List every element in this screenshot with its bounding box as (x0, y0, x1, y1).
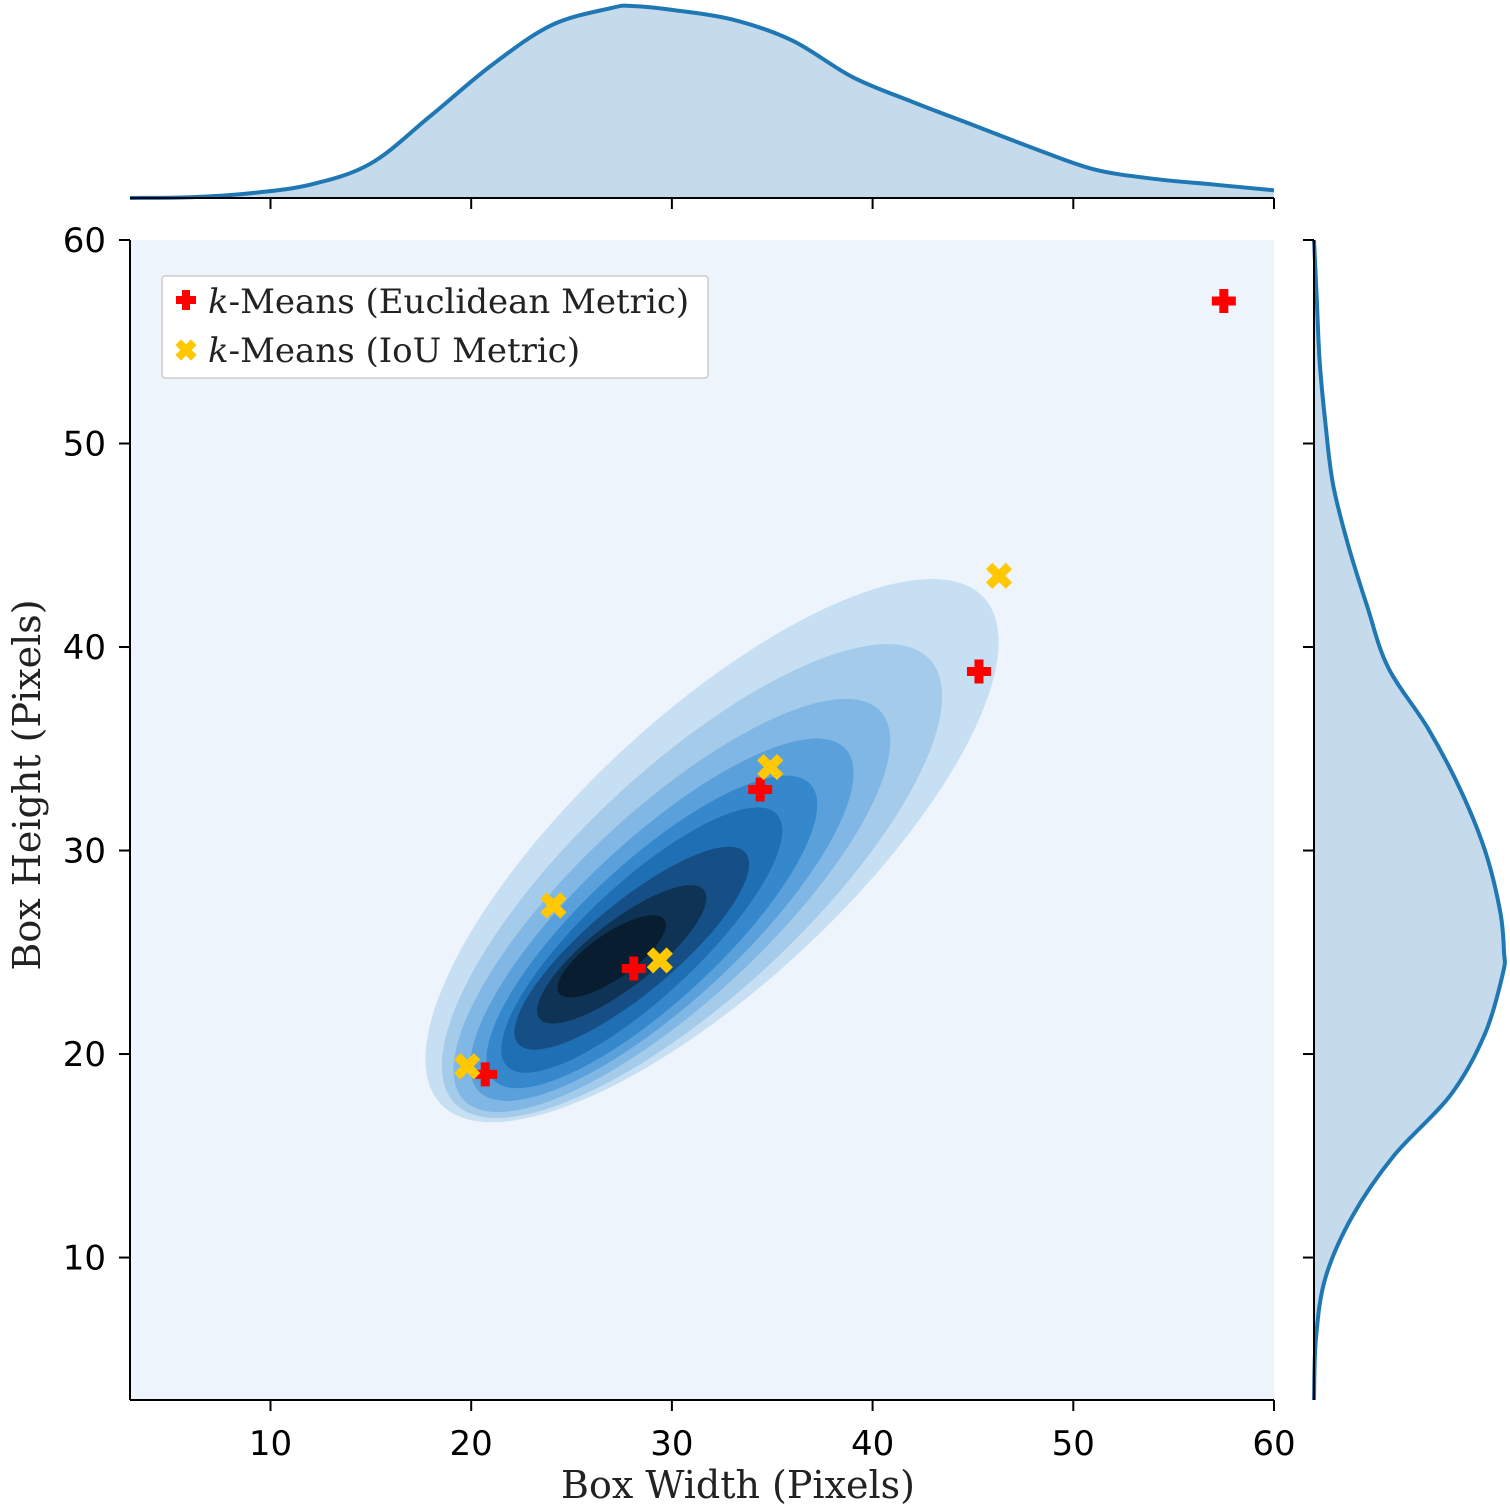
marginal-x-density (129, 3, 1275, 200)
euclidean-point (473, 1062, 498, 1087)
marginal-y-fill (1314, 240, 1505, 1400)
x-tick-label: 10 (249, 1424, 292, 1464)
euclidean-point (1211, 289, 1236, 314)
iou-point (540, 892, 567, 919)
y-tick-label: 30 (63, 832, 106, 872)
data-points (454, 289, 1236, 1087)
marginal-x-fill (130, 5, 1274, 198)
y-ticks: 10 20 30 40 50 60 (63, 221, 130, 1279)
euclidean-point (621, 956, 646, 981)
x-tick-label: 40 (851, 1424, 894, 1464)
x-tick-label: 30 (650, 1424, 693, 1464)
legend-box (161, 275, 709, 379)
euclidean-point (966, 659, 991, 684)
legend-label-italic: k (208, 331, 229, 371)
marginal-y-curve (1312, 239, 1507, 1401)
iou-point (454, 1053, 481, 1080)
marginal-y-density (1312, 239, 1507, 1401)
y-tick-label: 50 (63, 425, 106, 465)
marginal-x-ticks (269, 198, 1275, 209)
legend-label-euclidean: -Means (Euclidean Metric) (229, 282, 690, 322)
x-tick-label: 50 (1052, 1424, 1095, 1464)
legend-x-marker (175, 339, 197, 361)
euclidean-point (748, 777, 773, 802)
iou-point (985, 562, 1013, 589)
x-tick-label: 20 (450, 1424, 493, 1464)
svg-text:k-Means (IoU Metric): k-Means (IoU Metric) (208, 331, 580, 371)
y-axis-title: Box Height (Pixels) (5, 599, 49, 970)
density-level-9 (557, 915, 666, 998)
legend-entry-euclidean: k-Means (Euclidean Metric) (176, 282, 689, 322)
y-tick-label: 20 (63, 1035, 106, 1075)
x-tick-label: 60 (1252, 1424, 1295, 1464)
marginal-y-ticks (1303, 239, 1314, 1259)
legend-label-iou: -Means (IoU Metric) (229, 331, 581, 371)
y-tick-label: 40 (63, 628, 106, 668)
x-axis-title: Box Width (Pixels) (561, 1463, 915, 1507)
legend: k-Means (Euclidean Metric) k-Means (IoU … (161, 275, 709, 379)
y-tick-label: 10 (63, 1239, 106, 1279)
legend-entry-iou: k-Means (IoU Metric) (175, 331, 580, 371)
svg-text:k-Means (Euclidean Metric): k-Means (Euclidean Metric) (208, 282, 689, 322)
x-ticks: 10 20 30 40 50 60 (249, 1400, 1296, 1464)
iou-point (646, 947, 673, 974)
legend-plus-marker (176, 290, 196, 310)
legend-label-italic: k (208, 282, 229, 322)
iou-point (757, 754, 784, 781)
density-contours (425, 578, 999, 1123)
y-tick-label: 60 (63, 221, 106, 261)
marginal-x-curve (129, 3, 1275, 200)
